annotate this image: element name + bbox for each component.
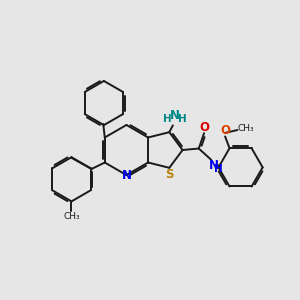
Text: N: N [208, 158, 218, 172]
Text: CH₃: CH₃ [237, 124, 254, 133]
Text: CH₃: CH₃ [63, 212, 80, 220]
Text: H: H [163, 114, 172, 124]
Text: N: N [122, 169, 131, 182]
Text: O: O [200, 121, 209, 134]
Text: H: H [178, 114, 187, 124]
Text: N: N [170, 109, 180, 122]
Text: O: O [221, 124, 231, 137]
Text: H: H [214, 164, 223, 173]
Text: S: S [165, 168, 174, 181]
